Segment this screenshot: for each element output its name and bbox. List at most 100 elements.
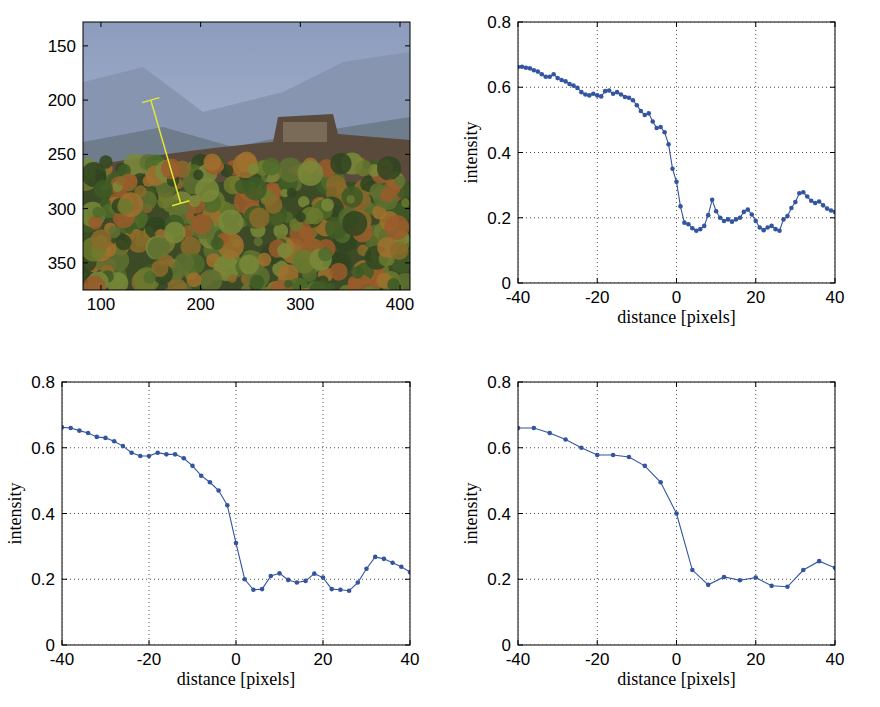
data-point [670,167,675,172]
data-point [595,93,600,98]
tick [597,278,598,283]
tick-label: 350 [48,254,76,273]
photo-tree [268,280,293,290]
data-point [112,439,117,444]
data-point [753,575,758,580]
tick [676,640,677,645]
tick [830,152,835,153]
data-point [295,580,300,585]
tick [518,87,523,88]
data-point [809,198,814,203]
tick [835,278,836,283]
photo-tree [380,188,394,202]
axes-frame [62,382,410,645]
tick-label: 150 [48,37,76,56]
photo-tree [355,160,371,176]
tick [400,22,401,27]
axes-frame [518,22,835,283]
photo-tree [401,199,410,208]
data-point [658,125,663,130]
photo-tree [143,175,154,186]
tick [400,285,401,290]
photo-tree [195,178,219,202]
data-point [646,111,651,116]
tick-label: 0.4 [31,505,55,524]
tick-label: 0.2 [31,570,55,589]
data-point [627,455,632,460]
data-point [524,65,529,70]
data-point [382,557,387,562]
data-point [260,587,265,592]
tick [300,285,301,290]
tick-label: 40 [826,650,845,669]
tick [830,22,835,23]
data-point [643,113,648,118]
tick [518,217,523,218]
data-point [781,217,786,222]
data-point [734,217,739,222]
tick [236,640,237,645]
data-point [706,583,711,588]
data-point [738,215,743,220]
tick [83,208,88,209]
photo-tree [262,157,280,175]
grid-line [62,447,410,448]
data-point [234,541,239,546]
data-line [518,428,835,587]
photo-tree [277,243,292,258]
photo-tree [265,196,283,214]
data-point [773,227,778,232]
tick-label: 0.6 [487,439,511,458]
data-point [619,92,624,97]
photo-tree [395,176,406,187]
panel: 100200300400150200250300350 [48,22,418,314]
data-point [563,437,568,442]
photo-tree [321,198,334,211]
tick [323,640,324,645]
tick [405,154,410,155]
tick-label: 300 [48,200,76,219]
photo-tree [88,216,102,230]
data-point [338,587,343,592]
tick-label: 20 [746,650,765,669]
photo-tree [84,276,106,291]
tick [755,278,756,283]
photo-tree [164,222,186,244]
data-point [579,90,584,95]
tick-label: 100 [87,295,115,314]
photo-tree [362,161,370,169]
data-point [373,555,378,560]
tick [835,22,836,27]
photo-sky [83,22,410,290]
tick [405,382,410,383]
photo-tower [283,122,327,142]
tick-label: 250 [48,145,76,164]
photo-tree [318,247,332,261]
tick-label: 300 [286,295,314,314]
photo-tree [384,215,409,240]
data-point [547,75,552,80]
data-point [635,103,640,108]
tick-label: 400 [386,295,414,314]
photo-tree [228,274,237,283]
data-point [797,191,802,196]
tick [100,285,101,290]
tick [597,22,598,27]
tick [518,152,523,153]
data-point [555,76,560,81]
tick [300,22,301,27]
tick-label: 0.4 [487,505,511,524]
tick-label: 0.6 [31,439,55,458]
data-point [801,568,806,573]
photo-tree [363,286,378,290]
tick [518,579,523,580]
data-point [543,75,548,80]
data-point [757,225,762,230]
photo-tree [309,280,333,290]
data-point [793,200,798,205]
photo-tree [191,214,212,235]
grid-line [518,87,835,88]
data-point [829,208,834,213]
data-point [765,225,770,230]
photo-tree [387,278,400,290]
